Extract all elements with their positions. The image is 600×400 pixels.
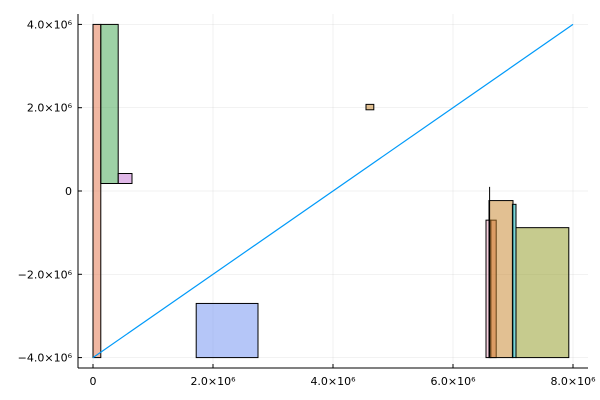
- x-tick-label: 0: [90, 375, 97, 388]
- y-tick-label: −4.0×10⁶: [18, 352, 73, 365]
- line-series: [92, 23, 574, 359]
- axes: [77, 14, 588, 369]
- tick-labels: 0 2.0×10⁶ 4.0×10⁶ 6.0×10⁶ 8.0×10⁶ −4.0×10⁶ −2.…: [18, 18, 596, 388]
- y-tick-label: 4.0×10⁶: [27, 18, 73, 31]
- y-tick-label: −2.0×10⁶: [18, 268, 73, 281]
- line-series-path: [92, 23, 574, 359]
- x-tick-label: 2.0×10⁶: [190, 375, 236, 388]
- y-tick-label: 0: [65, 185, 72, 198]
- y-tick-label: 2.0×10⁶: [27, 102, 73, 115]
- rectangle-4: [195, 302, 259, 359]
- x-tick-label: 6.0×10⁶: [430, 375, 476, 388]
- rectangle-8: [488, 200, 514, 359]
- x-tick-label: 4.0×10⁶: [310, 375, 356, 388]
- x-tick-label: 8.0×10⁶: [550, 375, 596, 388]
- rectangle-series: [92, 23, 570, 359]
- rectangle-1: [92, 23, 102, 359]
- rectangle-3: [117, 173, 133, 185]
- grid: [78, 14, 588, 368]
- rectangle-10: [515, 227, 570, 359]
- rectangle-5: [365, 103, 375, 111]
- rectangle-9: [511, 203, 517, 359]
- rectangle-2: [100, 23, 119, 185]
